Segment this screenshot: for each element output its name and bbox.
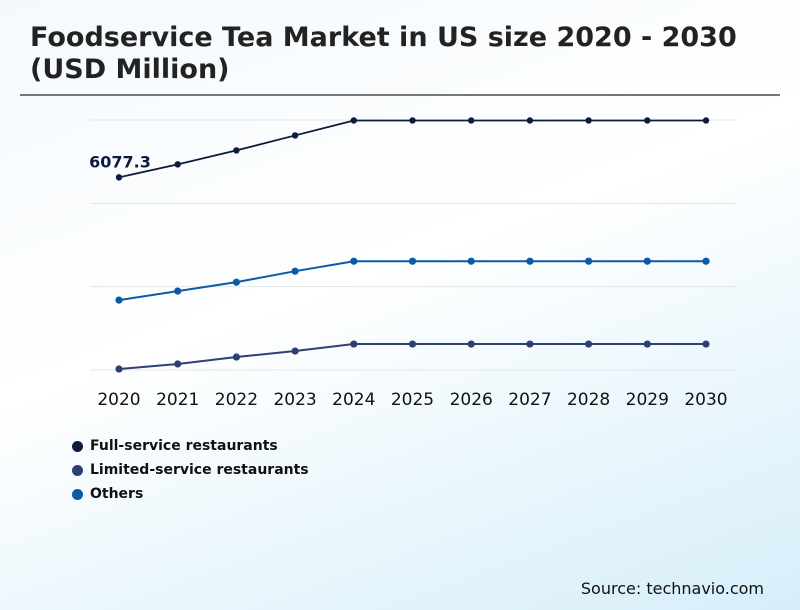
data-point <box>467 340 475 348</box>
line-chart: 2020 2021 2022 2023 2024 2025 2026 2027 2028 2029… <box>89 117 736 410</box>
data-point <box>291 347 299 355</box>
x-tick-label: 2030 <box>684 390 727 410</box>
legend-marker <box>72 464 83 476</box>
x-tick-label: 2029 <box>626 390 669 410</box>
x-tick-label: 2023 <box>273 390 316 410</box>
data-point <box>702 340 710 348</box>
title-divider <box>20 94 780 96</box>
data-point <box>350 340 358 348</box>
data-point <box>350 117 357 124</box>
data-point <box>291 132 299 139</box>
legend-marker <box>72 488 83 500</box>
data-point <box>350 257 358 265</box>
legend-item: Limited-service restaurants <box>72 458 309 482</box>
data-point <box>526 117 534 124</box>
series-line <box>118 260 706 302</box>
data-point <box>702 257 710 265</box>
legend-label: Limited-service restaurants <box>90 462 309 478</box>
x-tick-label: 2022 <box>215 390 258 410</box>
data-point <box>467 257 475 265</box>
data-point <box>115 174 123 181</box>
data-point <box>702 117 710 124</box>
data-point <box>526 340 534 348</box>
data-label: 6077.3 <box>89 152 151 171</box>
legend-marker <box>72 440 83 452</box>
data-point <box>644 117 651 124</box>
data-point <box>643 257 651 265</box>
data-point <box>174 287 182 295</box>
legend-label: Others <box>90 486 144 502</box>
data-point <box>468 117 475 124</box>
data-point <box>585 257 593 265</box>
x-tick-label: 2026 <box>450 390 493 410</box>
data-point <box>291 267 299 275</box>
data-point <box>408 340 417 348</box>
data-point <box>585 117 592 124</box>
x-tick-label: 2021 <box>156 390 199 410</box>
legend-item: Full-service restaurants <box>72 434 309 458</box>
legend-item: Others <box>72 482 309 506</box>
series-line <box>118 119 706 179</box>
x-tick-label: 2028 <box>567 390 610 410</box>
data-point <box>115 296 123 304</box>
data-point <box>526 257 534 265</box>
data-point <box>408 257 417 265</box>
x-tick-label: 2024 <box>332 390 375 410</box>
legend: Full-service restaurants Limited-service … <box>72 434 309 506</box>
data-point <box>115 365 123 373</box>
data-point <box>232 353 240 361</box>
data-point <box>232 278 240 286</box>
x-tick-label: 2027 <box>508 390 551 410</box>
x-tick-label: 2025 <box>391 390 434 410</box>
source-label: Source: technavio.com <box>580 579 764 598</box>
x-tick-label: 2020 <box>97 390 140 410</box>
data-point <box>409 117 416 124</box>
chart-title: Foodservice Tea Market in US size 2020 -… <box>30 22 737 85</box>
data-point <box>643 340 651 348</box>
data-point <box>174 161 181 168</box>
data-point <box>174 360 182 368</box>
data-point <box>233 147 240 154</box>
data-point <box>585 340 593 348</box>
series-line <box>118 343 706 371</box>
legend-label: Full-service restaurants <box>90 438 278 454</box>
